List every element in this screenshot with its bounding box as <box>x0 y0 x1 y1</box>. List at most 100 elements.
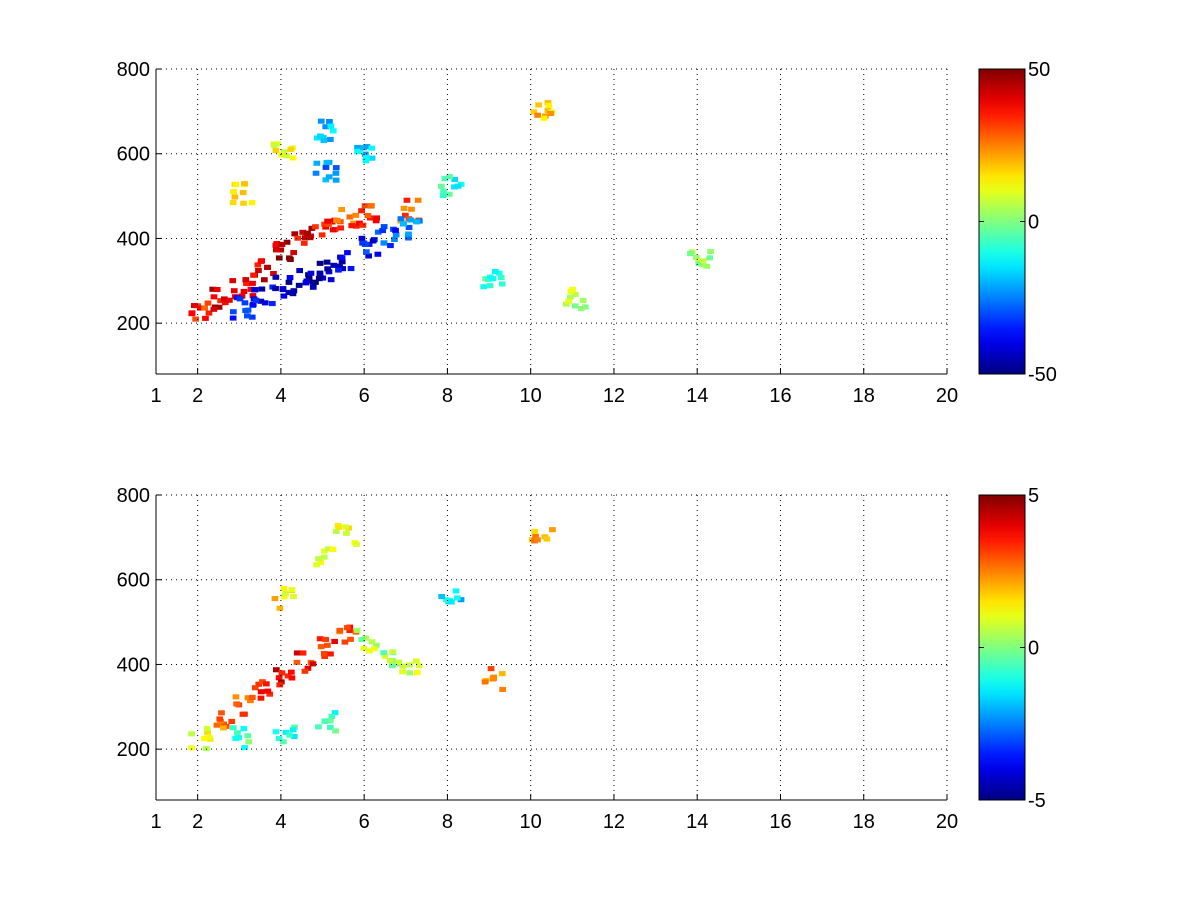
colorbar-gradient <box>978 494 1026 801</box>
heatmap-cell <box>331 710 339 716</box>
heatmap-cell <box>197 305 204 311</box>
heatmap-cell <box>327 123 335 129</box>
heatmap-cell <box>333 528 340 534</box>
heatmap-cell <box>322 124 330 130</box>
heatmap-cell <box>269 301 276 307</box>
heatmap-cell <box>325 546 332 552</box>
heatmap-cell <box>707 248 714 254</box>
heatmap-cell <box>352 212 360 218</box>
heatmap-cell <box>239 190 247 196</box>
heatmap-cell <box>238 293 246 299</box>
heatmap-cell <box>312 279 319 285</box>
heatmap-cell <box>323 160 331 166</box>
heatmap-cell <box>571 303 579 309</box>
x-tick-label: 2 <box>192 811 203 833</box>
heatmap-cell <box>266 691 274 697</box>
heatmap-cell <box>282 590 289 596</box>
heatmap-cell <box>242 308 249 314</box>
heatmap-cell <box>188 731 195 737</box>
heatmap-cell <box>452 588 460 594</box>
colorbar-tick-label: -50 <box>1028 364 1057 386</box>
heatmap-cell <box>240 726 248 732</box>
heatmap-cell <box>273 667 280 673</box>
heatmap-cell <box>188 745 195 751</box>
heatmap-cell <box>280 149 288 155</box>
heatmap-cell <box>486 283 494 289</box>
heatmap-cell <box>480 284 487 290</box>
heatmap-cell <box>413 658 420 664</box>
heatmap-cell <box>325 174 333 180</box>
heatmap-cell <box>213 287 221 293</box>
heatmap-cell <box>204 730 211 736</box>
heatmap-cell <box>278 152 285 158</box>
heatmap-cell <box>400 221 407 227</box>
heatmap-cell <box>270 271 277 277</box>
heatmap-cell <box>290 594 297 600</box>
heatmap-cell <box>221 300 229 306</box>
heatmap-cell <box>229 278 237 284</box>
heatmap-cell <box>368 639 376 645</box>
heatmap-cell <box>407 217 414 223</box>
heatmap-cell <box>247 286 255 292</box>
heatmap-cell <box>335 524 342 530</box>
heatmap-cell <box>278 670 286 676</box>
heatmap-cell <box>324 266 331 272</box>
y-tick-label: 800 <box>117 485 150 507</box>
heatmap-cell <box>295 282 303 288</box>
heatmap-cell <box>497 275 505 281</box>
heatmap-cell <box>289 291 297 297</box>
heatmap-cell <box>283 239 291 245</box>
heatmap-cell <box>303 278 311 284</box>
heatmap-cell <box>316 636 324 642</box>
heatmap-cell <box>367 203 375 209</box>
heatmap-cell <box>353 541 360 547</box>
heatmap-cell <box>317 133 324 139</box>
colorbar-tick-label: -5 <box>1028 790 1046 812</box>
heatmap-cell <box>205 310 213 316</box>
heatmap-cell <box>215 304 223 310</box>
heatmap-cell <box>203 726 211 732</box>
colorbar-tick-label: 50 <box>1028 59 1050 81</box>
heatmap-cell <box>231 194 239 200</box>
heatmap-cell <box>332 177 340 183</box>
heatmap-cell <box>278 241 286 247</box>
heatmap-cell <box>438 183 445 189</box>
heatmap-cell <box>335 267 342 273</box>
heatmap-cell <box>544 100 552 106</box>
heatmap-cell <box>309 284 317 290</box>
heatmap-cell <box>359 240 366 246</box>
heatmap-cell <box>399 663 407 669</box>
heatmap-cell <box>275 255 283 261</box>
heatmap-cell <box>446 174 453 180</box>
heatmap-cell <box>380 240 388 246</box>
heatmap-cell <box>334 218 341 224</box>
heatmap-cell <box>230 309 237 315</box>
heatmap-cell <box>387 243 394 249</box>
heatmap-cell <box>285 289 293 295</box>
heatmap-cell <box>448 599 455 605</box>
heatmap-cell <box>313 160 321 166</box>
heatmap-cell <box>241 300 249 306</box>
heatmap-cell <box>453 595 461 601</box>
heatmap-cell <box>699 258 707 264</box>
heatmap-cell <box>481 679 489 685</box>
heatmap-cell <box>354 144 361 150</box>
heatmap-cell <box>369 238 377 244</box>
heatmap-cell <box>251 685 259 691</box>
heatmap-cell <box>204 300 212 306</box>
heatmap-cell <box>243 281 250 287</box>
heatmap-cell <box>389 663 396 669</box>
x-tick-label: 20 <box>936 385 958 407</box>
heatmap-cell <box>373 215 380 221</box>
heatmap-cell <box>362 151 369 157</box>
heatmap-cell <box>257 689 265 695</box>
heatmap-cell <box>365 241 373 247</box>
heatmap-cell <box>291 724 298 730</box>
heatmap-cell <box>572 291 579 297</box>
heatmap-cell <box>276 682 284 688</box>
heatmap-cell <box>441 176 449 182</box>
heatmap-cell <box>264 264 271 270</box>
heatmap-cell <box>261 277 268 283</box>
heatmap-cell <box>290 734 298 740</box>
heatmap-cell <box>582 304 589 310</box>
